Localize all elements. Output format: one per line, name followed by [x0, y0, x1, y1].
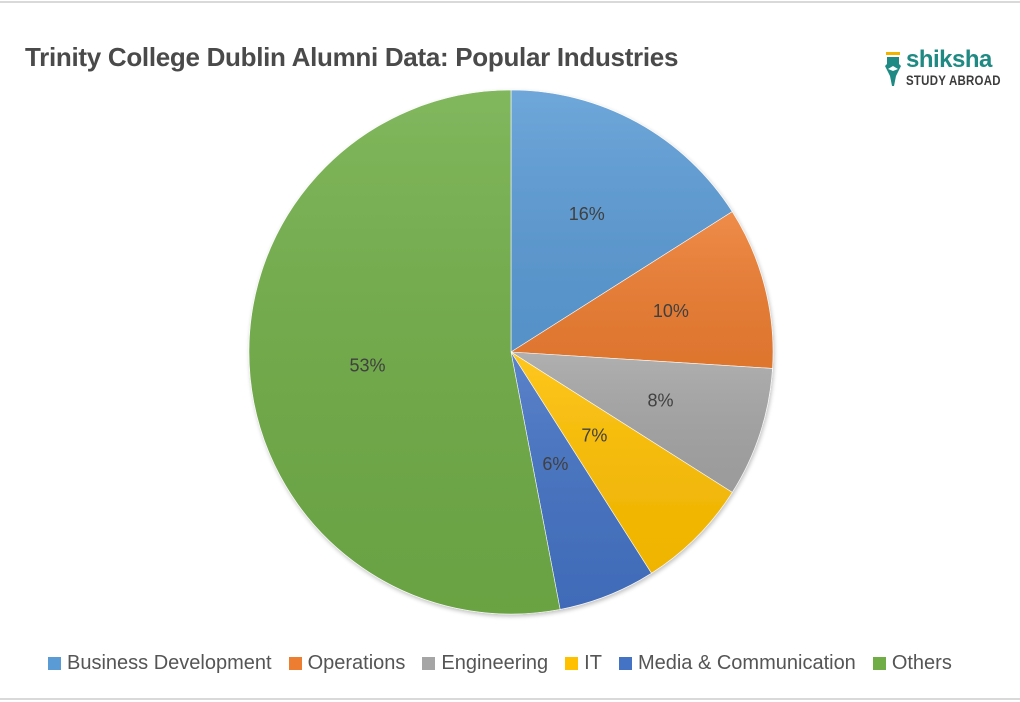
legend-label: Engineering	[441, 651, 549, 674]
legend-label: Operations	[307, 651, 406, 674]
logo-subtitle: STUDY ABROAD	[906, 72, 1001, 88]
legend-item: Business Development	[48, 652, 272, 675]
data-label: 6%	[542, 454, 568, 474]
legend-swatch-icon	[872, 656, 886, 670]
data-label: 10%	[653, 301, 689, 321]
data-label: 16%	[569, 204, 605, 224]
legend-item: Media & Communication	[618, 651, 856, 675]
legend-swatch-icon	[288, 656, 302, 670]
legend-item: Operations	[288, 651, 406, 675]
legend-label: Business Development	[67, 651, 272, 674]
slice-shading	[249, 89, 561, 614]
top-border	[0, 1, 1020, 3]
legend-swatch-icon	[618, 656, 632, 670]
legend-item: IT	[565, 652, 602, 675]
slice-shading	[511, 90, 733, 352]
legend-swatch-icon	[565, 656, 579, 670]
slice-shading	[511, 352, 773, 493]
data-label: 7%	[581, 425, 607, 445]
legend-swatch-icon	[422, 656, 436, 670]
data-label: 53%	[350, 356, 386, 376]
legend-label: Media & Communication	[637, 651, 856, 674]
chart-title: Trinity College Dublin Alumni Data: Popu…	[25, 42, 679, 72]
logo-wordmark: shiksha	[906, 46, 992, 73]
pen-nib-icon	[885, 52, 901, 86]
slice-shading	[511, 352, 733, 574]
legend-swatch-icon	[48, 656, 61, 670]
bottom-border	[0, 698, 1020, 700]
legend-label: IT	[584, 651, 602, 674]
chart-legend: Business Development Operations Engineerin…	[48, 650, 969, 676]
data-label: 8%	[647, 391, 673, 411]
slice-shading	[511, 211, 773, 369]
legend-item: Others	[872, 651, 952, 675]
legend-item: Engineering	[422, 652, 548, 675]
slice-shading	[511, 352, 652, 610]
shiksha-logo: shiksha STUDY ABROAD	[884, 48, 1014, 92]
legend-label: Others	[891, 651, 952, 674]
